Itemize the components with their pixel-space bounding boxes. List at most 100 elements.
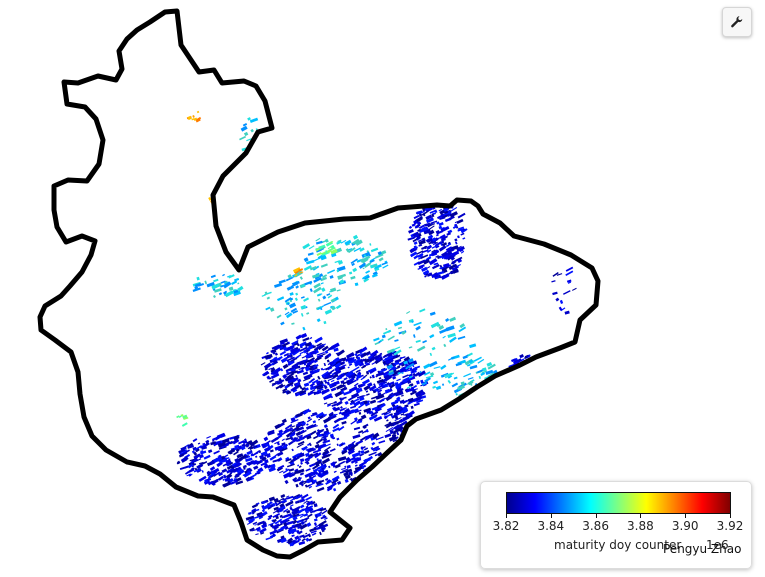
raster-pixel — [450, 263, 458, 269]
raster-pixel — [276, 497, 285, 503]
raster-pixel — [343, 390, 352, 396]
raster-pixel — [206, 470, 211, 475]
map-tools-button[interactable] — [722, 7, 752, 37]
raster-pixel — [469, 359, 474, 364]
raster-pixel — [310, 530, 317, 534]
raster-pixel — [336, 443, 339, 446]
raster-pixel — [394, 383, 398, 387]
raster-pixel — [327, 402, 335, 406]
raster-pixel — [312, 411, 318, 416]
raster-pixel — [305, 460, 310, 465]
raster-pixel — [333, 470, 337, 473]
raster-pixel — [267, 429, 275, 433]
raster-pixel — [430, 321, 440, 329]
raster-pixel — [324, 309, 333, 315]
raster-pixel — [305, 366, 311, 372]
raster-pixel — [237, 282, 240, 285]
raster-pixel — [302, 377, 311, 382]
raster-pixel — [451, 258, 460, 264]
raster-pixel — [323, 432, 331, 436]
raster-pixel — [443, 207, 449, 212]
raster-pixel — [243, 464, 247, 469]
raster-pixel — [216, 478, 220, 481]
raster-pixel — [309, 423, 317, 429]
raster-pixel — [264, 463, 268, 466]
raster-pixel — [340, 390, 345, 395]
raster-pixel — [292, 539, 300, 545]
raster-pixel — [345, 468, 353, 474]
raster-pixel — [196, 276, 200, 281]
region-boundary — [37, 8, 601, 560]
raster-pixel — [300, 504, 305, 509]
raster-pixel — [517, 370, 523, 374]
raster-pixel — [324, 350, 329, 354]
raster-pixel — [302, 358, 308, 363]
raster-pixel — [299, 534, 305, 539]
raster-pixel — [381, 368, 384, 372]
raster-pixel — [305, 505, 309, 509]
raster-pixel — [280, 494, 286, 499]
raster-pixel — [286, 356, 295, 362]
raster-pixel — [296, 426, 300, 431]
raster-pixel — [313, 503, 318, 508]
raster-pixel — [351, 443, 359, 450]
raster-pixel — [399, 418, 406, 424]
raster-pixel — [460, 232, 465, 236]
raster-pixel — [327, 376, 336, 382]
raster-pixel — [425, 375, 434, 379]
raster-pixel — [379, 403, 386, 409]
raster-pixel — [342, 468, 349, 472]
raster-pixel — [363, 254, 367, 258]
raster-pixel — [406, 362, 415, 369]
raster-pixel — [219, 457, 228, 464]
raster-pixel — [288, 472, 296, 477]
raster-pixel — [250, 128, 254, 133]
raster-pixel — [452, 262, 455, 265]
raster-pixel — [204, 280, 208, 285]
raster-pixel — [282, 346, 288, 351]
raster-pixel — [306, 423, 309, 426]
raster-pixel — [346, 352, 355, 359]
raster-pixel — [445, 325, 455, 332]
raster-pixel — [352, 234, 359, 240]
raster-pixel — [329, 411, 334, 416]
raster-pixel — [399, 356, 403, 360]
raster-pixel — [298, 268, 304, 272]
raster-pixel — [358, 430, 364, 434]
raster-pixel — [399, 399, 405, 404]
raster-pixel — [415, 395, 423, 401]
raster-pixel — [176, 461, 181, 465]
raster-pixel — [316, 464, 325, 470]
raster-pixel — [523, 371, 528, 375]
raster-pixel — [300, 520, 307, 525]
raster-pixel — [432, 242, 437, 246]
raster-pixel — [321, 526, 327, 532]
raster-pixel — [248, 511, 252, 515]
raster-pixel — [358, 403, 365, 409]
raster-pixel — [301, 538, 306, 542]
raster-pixel — [365, 270, 371, 274]
raster-pixel — [296, 422, 302, 427]
raster-pixel — [403, 413, 409, 416]
raster-pixel — [340, 239, 347, 244]
raster-pixel — [418, 232, 422, 237]
raster-pixel — [236, 477, 242, 482]
raster-pixel — [399, 420, 408, 427]
raster-pixel — [351, 374, 356, 380]
raster-pixel — [279, 338, 289, 345]
raster-pixel — [267, 517, 272, 521]
raster-pixel — [276, 441, 280, 446]
raster-pixel — [371, 441, 376, 446]
raster-pixel — [396, 431, 400, 436]
raster-pixel — [323, 301, 332, 307]
raster-pixel — [319, 507, 327, 512]
raster-pixel — [305, 511, 310, 514]
raster-pixel — [272, 458, 281, 463]
raster-pixel — [266, 296, 271, 300]
raster-pixel — [451, 382, 459, 388]
raster-pixel — [277, 464, 285, 470]
raster-pixel — [365, 360, 373, 366]
raster-pixel — [363, 400, 368, 405]
raster-pixel — [537, 359, 541, 362]
